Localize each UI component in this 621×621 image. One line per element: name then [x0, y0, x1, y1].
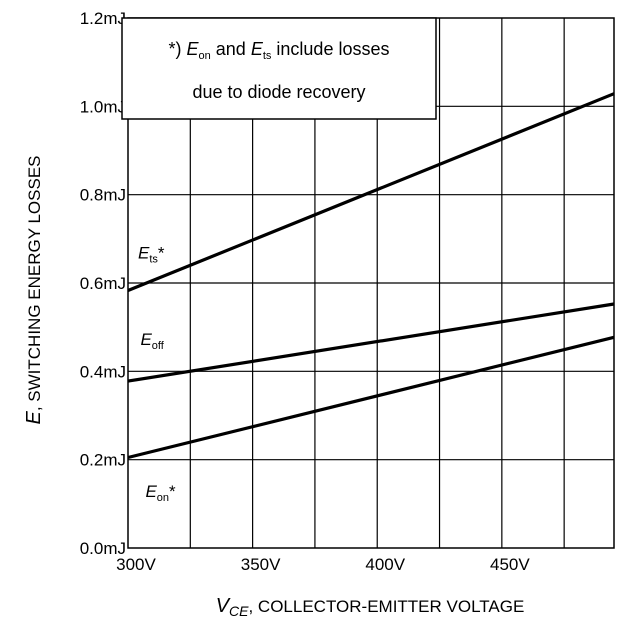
annotation-line: due to diode recovery — [192, 82, 365, 102]
y-tick-label: 1.2mJ — [80, 9, 126, 28]
series-label-eoff: Eoff — [140, 330, 164, 352]
series-line-eoff — [127, 302, 615, 383]
y-tick-label: 0.8mJ — [80, 186, 126, 205]
x-tick-labels: 300V 350V 400V 450V — [116, 555, 530, 574]
series-labels: Ets* Eoff Eon* — [138, 244, 176, 505]
y-tick-label: 1.0mJ — [80, 97, 126, 116]
y-tick-label: 0.2mJ — [80, 451, 126, 470]
series-line-ets — [127, 92, 615, 292]
x-tick-label: 400V — [365, 555, 405, 574]
y-tick-label: 0.6mJ — [80, 274, 126, 293]
x-axis-label: VCE, COLLECTOR-EMITTER VOLTAGE — [216, 595, 525, 619]
y-axis-label: E, SWITCHING ENERGY LOSSES — [23, 155, 45, 424]
y-tick-label: 0.0mJ — [80, 539, 126, 558]
annotation-line: *) Eon and Ets include losses — [169, 39, 390, 62]
annotation-box: *) Eon and Ets include losses due to diod… — [121, 17, 437, 120]
series-label-eon: Eon* — [145, 482, 176, 504]
series-line-eon — [127, 335, 615, 460]
series-lines — [127, 92, 615, 460]
y-tick-labels: 0.0mJ 0.2mJ 0.4mJ 0.6mJ 0.8mJ 1.0mJ 1.2mJ — [80, 9, 126, 558]
annotation-frame — [121, 17, 437, 120]
y-tick-label: 0.4mJ — [80, 362, 126, 381]
x-tick-label: 300V — [116, 555, 156, 574]
x-tick-label: 450V — [490, 555, 530, 574]
series-label-ets: Ets* — [138, 244, 165, 266]
x-tick-label: 350V — [241, 555, 281, 574]
